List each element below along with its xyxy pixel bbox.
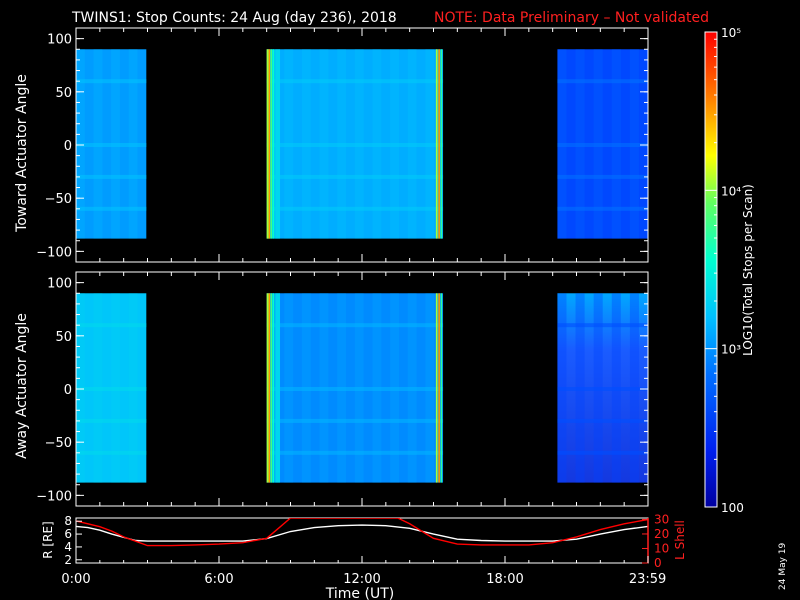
toward-band xyxy=(76,206,147,211)
ephem-right-ytick-label: 20 xyxy=(654,527,669,541)
colorbar-tick-label: 10³ xyxy=(721,343,741,357)
ephem-right-ytick-label: 30 xyxy=(654,512,669,526)
toward-band xyxy=(76,143,147,147)
away-edge-stripe xyxy=(438,293,440,483)
toward-band xyxy=(557,79,648,84)
toward-band xyxy=(266,206,444,211)
date-stamp: 24 May 19 xyxy=(778,542,788,590)
away-edge-stripe xyxy=(440,293,443,483)
away-band xyxy=(266,450,444,455)
ephem-left-ytick-label: 4 xyxy=(64,540,72,554)
figure-title: TWINS1: Stop Counts: 24 Aug (day 236), 2… xyxy=(71,10,397,26)
away-band xyxy=(76,418,147,423)
toward-band xyxy=(557,143,648,147)
toward-edge-stripe xyxy=(440,49,443,239)
away-edge-stripe xyxy=(275,293,281,483)
colorbar-tick-label: 100 xyxy=(721,501,744,515)
toward-band xyxy=(266,174,444,179)
away-edge-stripe xyxy=(266,293,269,483)
away-band xyxy=(557,323,648,328)
time-tick-label: 23:59 xyxy=(629,572,666,587)
ephem-left-ylabel: R [RE] xyxy=(41,521,55,558)
colorbar: 100 10³ 10⁴ 10⁵ LOG10(Total Stops per Scan) xyxy=(704,26,755,515)
away-band xyxy=(557,418,648,423)
toward-band xyxy=(557,206,648,211)
away-edge-stripe xyxy=(272,293,275,483)
toward-ylabel: Toward Actuator Angle xyxy=(14,74,30,233)
away-ytick-label: 0 xyxy=(64,383,72,398)
time-tick-label: 0:00 xyxy=(61,572,90,587)
toward-ytick-label: 100 xyxy=(47,33,72,48)
toward-ytick-label: −50 xyxy=(45,192,72,207)
toward-edge-stripe xyxy=(268,49,271,239)
toward-edge-stripe xyxy=(272,49,275,239)
toward-edge-stripe xyxy=(435,49,438,239)
away-ytick-label: −100 xyxy=(36,489,72,504)
away-ytick-label: −50 xyxy=(45,436,72,451)
away-band xyxy=(76,450,147,455)
away-ytick-label: 50 xyxy=(55,330,72,345)
away-band xyxy=(266,323,444,328)
away-edge-stripe xyxy=(435,293,438,483)
time-tick-label: 18:00 xyxy=(486,572,523,587)
toward-ytick-label: −100 xyxy=(36,245,72,260)
toward-band xyxy=(557,174,648,179)
ephem-right-ylabel: L Shell xyxy=(673,520,687,560)
colorbar-label: LOG10(Total Stops per Scan) xyxy=(741,184,755,356)
toward-edge-stripe xyxy=(438,49,440,239)
away-band xyxy=(266,387,444,391)
l-shell-line xyxy=(76,518,648,547)
away-panel: 100 50 0 −50 −100 xyxy=(36,271,649,507)
colorbar-ticks: 100 10³ 10⁴ 10⁵ xyxy=(705,26,744,515)
toward-band xyxy=(76,79,147,84)
toward-panel: 100 50 0 −50 −100 xyxy=(36,27,649,263)
toward-edge-stripe xyxy=(275,49,281,239)
colorbar-tick-label: 10⁵ xyxy=(721,26,741,40)
ephem-left-ytick-label: 6 xyxy=(64,527,72,541)
ephem-left-ytick-label: 2 xyxy=(64,553,72,567)
preliminary-note: NOTE: Data Preliminary – Not validated xyxy=(434,10,709,26)
toward-edge-stripe xyxy=(266,49,269,239)
toward-ytick-label: 0 xyxy=(64,139,72,154)
away-ylabel: Away Actuator Angle xyxy=(14,313,30,459)
time-tick-label: 6:00 xyxy=(204,572,233,587)
away-band xyxy=(266,418,444,423)
ephem-left-ytick-label: 8 xyxy=(64,514,72,528)
ephem-right-ytick-label: 0 xyxy=(654,556,662,570)
colorbar-tick-label: 10⁴ xyxy=(721,184,741,198)
away-band xyxy=(557,387,648,391)
toward-edge-stripe xyxy=(270,49,272,239)
away-band xyxy=(76,387,147,391)
toward-ytick-label: 50 xyxy=(55,86,72,101)
away-edge-stripe xyxy=(268,293,271,483)
toward-band xyxy=(266,79,444,84)
away-band xyxy=(76,323,147,328)
time-axis-label: Time (UT) xyxy=(325,586,394,600)
time-tick-label: 12:00 xyxy=(343,572,380,587)
toward-band xyxy=(266,143,444,147)
toward-band xyxy=(76,174,147,179)
away-band xyxy=(557,450,648,455)
ephem-right-ytick-label: 10 xyxy=(654,541,669,555)
away-ytick-label: 100 xyxy=(47,277,72,292)
colorbar-gradient xyxy=(704,31,718,508)
away-edge-stripe xyxy=(270,293,272,483)
